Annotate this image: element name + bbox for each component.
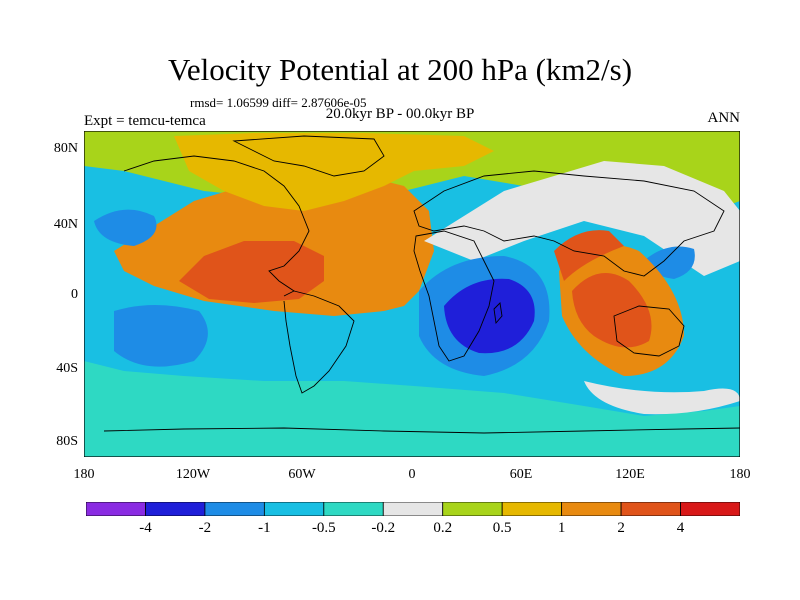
region-maritime-continent-red bbox=[554, 230, 624, 281]
experiment-label: Expt = temcu-temca bbox=[84, 113, 206, 129]
map-plot bbox=[84, 131, 740, 457]
region-pacific-blue bbox=[114, 305, 208, 367]
colorbar-swatch bbox=[382, 502, 444, 516]
colorbar-label: 0.2 bbox=[433, 520, 453, 536]
colorbar-label: 4 bbox=[676, 520, 685, 536]
stats-line: rmsd= 1.06599 diff= 2.87606e-05 bbox=[190, 95, 367, 110]
lon-tick-label: 60E bbox=[509, 467, 533, 482]
lat-tick-label: 80S bbox=[56, 434, 78, 449]
colorbar-label: -0.2 bbox=[371, 520, 396, 536]
colorbar-swatch bbox=[145, 502, 206, 516]
lon-tick-label: 180 bbox=[729, 467, 751, 482]
region-asia-gray bbox=[584, 381, 740, 415]
colorbar-swatch bbox=[263, 502, 325, 516]
lat-tick-label: 0 bbox=[71, 287, 78, 302]
colorbar-swatch bbox=[204, 502, 265, 516]
lon-tick-label: 120E bbox=[615, 467, 645, 482]
colorbar-swatch bbox=[86, 502, 146, 516]
colorbar-label: -0.5 bbox=[311, 520, 336, 536]
region-central-america-red bbox=[179, 241, 324, 303]
lon-tick-label: 0 bbox=[408, 467, 416, 482]
region-south-cyan bbox=[84, 361, 740, 457]
colorbar-swatch bbox=[620, 502, 681, 516]
lon-tick-label: 120W bbox=[175, 467, 211, 482]
lon-tick-label: 60W bbox=[288, 467, 316, 482]
colorbar-swatch bbox=[323, 502, 384, 516]
lat-tick-label: 80N bbox=[53, 141, 78, 156]
colorbar-swatch bbox=[680, 502, 740, 516]
colorbar-label: -1 bbox=[258, 520, 271, 536]
colorbar-swatch bbox=[501, 502, 563, 516]
region-pacific-blue bbox=[94, 209, 157, 246]
region-asia-gray bbox=[424, 161, 740, 276]
colorbar-swatch bbox=[561, 502, 622, 516]
lat-tick-label: 40S bbox=[56, 361, 78, 376]
colorbar bbox=[86, 502, 740, 516]
lat-tick-label: 40N bbox=[53, 217, 78, 232]
plot-title: Velocity Potential at 200 hPa (km2/s) bbox=[167, 52, 633, 87]
region-north-yellow bbox=[174, 133, 494, 211]
colorbar-label: -2 bbox=[198, 520, 212, 536]
season-label: ANN bbox=[707, 110, 741, 126]
colorbar-label: 0.5 bbox=[492, 520, 512, 536]
period-label: 20.0kyr BP - 00.0kyr BP bbox=[325, 106, 475, 122]
colorbar-label: 2 bbox=[617, 520, 625, 536]
colorbar-label: -4 bbox=[139, 520, 152, 536]
colorbar-swatch bbox=[442, 502, 503, 516]
region-central-america-red bbox=[572, 273, 652, 348]
lon-tick-label: 180 bbox=[73, 467, 95, 482]
region-indian-ocean-dark-blue bbox=[444, 278, 535, 354]
coastlines bbox=[103, 135, 740, 434]
colorbar-label: 1 bbox=[557, 520, 566, 536]
